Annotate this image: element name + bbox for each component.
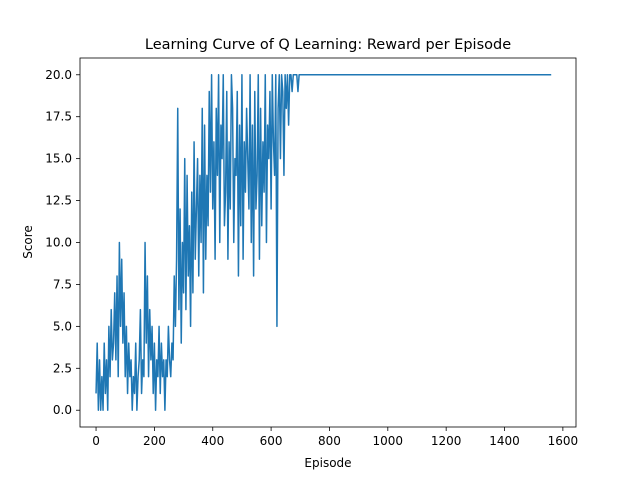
y-tick-label: 15.0	[45, 152, 72, 166]
y-axis: 0.0 2.5 5.0 7.5 10.0 12.5 15.0 17.5 20.0	[45, 68, 80, 417]
y-axis-label: Score	[21, 225, 35, 259]
x-tick-label: 1200	[431, 434, 462, 448]
x-tick-label: 1600	[548, 434, 579, 448]
x-tick-label: 0	[92, 434, 100, 448]
x-tick-label: 400	[201, 434, 224, 448]
y-tick-label: 7.5	[53, 277, 72, 291]
chart-title: Learning Curve of Q Learning: Reward per…	[145, 37, 511, 53]
y-tick-label: 20.0	[45, 68, 72, 82]
series-line-0	[95, 74, 552, 411]
y-tick-label: 5.0	[53, 319, 72, 333]
x-axis: 0 200 400 600 800 1000 1200 1400 1600	[92, 427, 578, 448]
x-tick-label: 1400	[489, 434, 520, 448]
x-axis-label: Episode	[304, 456, 351, 470]
x-tick-label: 1000	[373, 434, 404, 448]
x-tick-label: 600	[260, 434, 283, 448]
y-tick-label: 10.0	[45, 236, 72, 250]
y-tick-label: 17.5	[45, 110, 72, 124]
plot-area	[79, 57, 577, 428]
x-tick-label: 800	[318, 434, 341, 448]
x-tick-label: 200	[143, 434, 166, 448]
y-tick-label: 12.5	[45, 194, 72, 208]
series-group	[95, 74, 552, 411]
y-tick-label: 2.5	[53, 361, 72, 375]
y-tick-label: 0.0	[53, 403, 72, 417]
